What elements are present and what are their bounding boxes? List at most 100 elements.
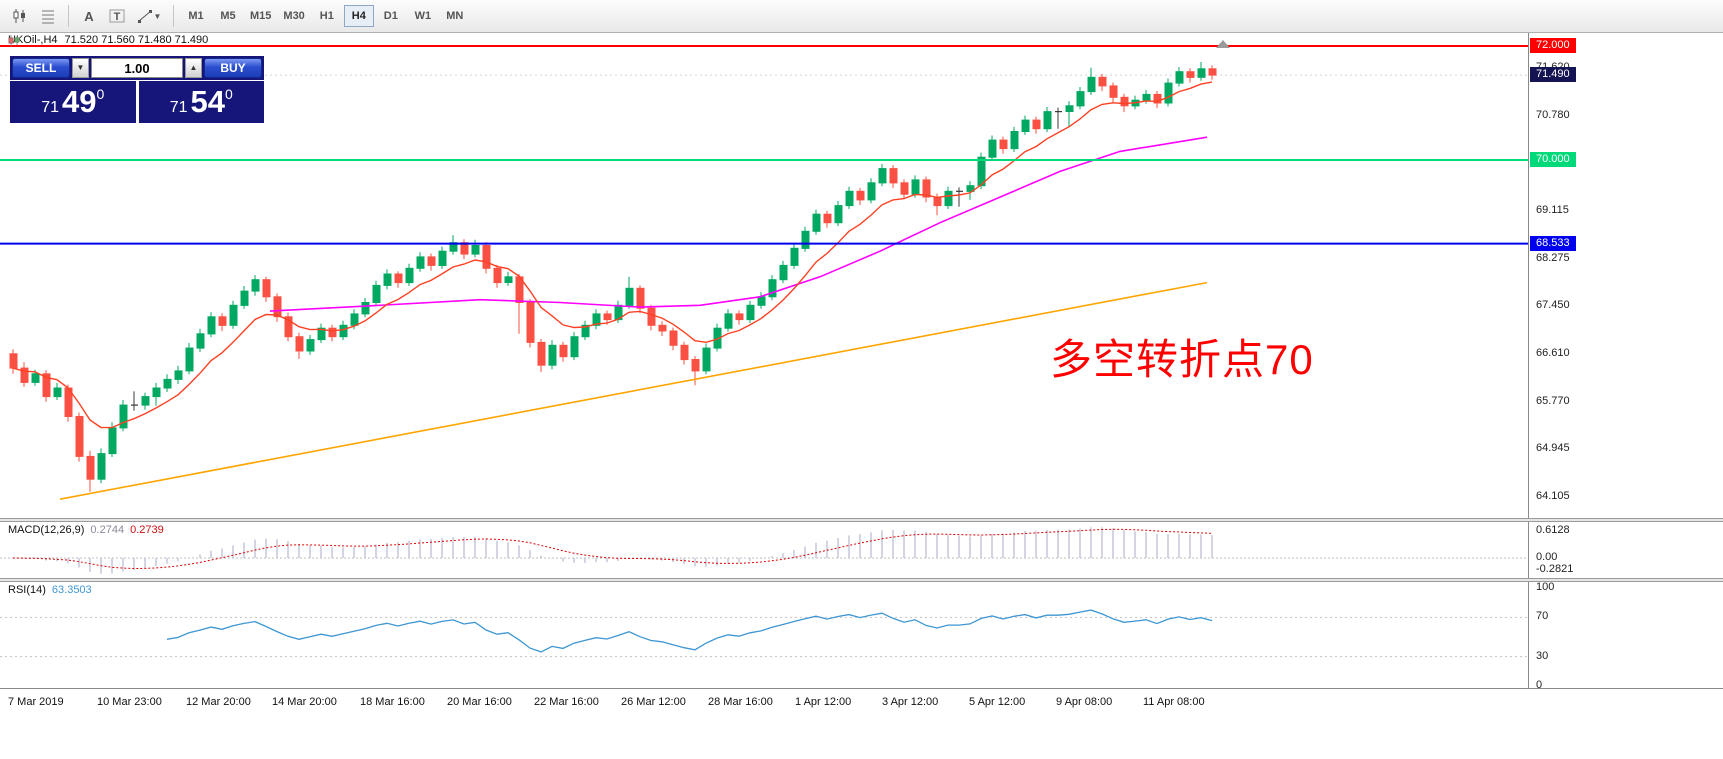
candle-body [669, 330, 678, 346]
svg-text:A: A [84, 9, 94, 24]
pane-splitter-macd[interactable] [0, 518, 1723, 522]
timeframe-h1-button[interactable]: H1 [312, 5, 342, 27]
candle-body [944, 190, 953, 207]
text-tool-button[interactable]: A [75, 4, 103, 28]
timeframe-d1-button[interactable]: D1 [376, 5, 406, 27]
macd-indicator-label: MACD(12,26,9) 0.2744 0.2739 [8, 524, 164, 536]
candle-body [504, 276, 513, 284]
candle-body [867, 182, 876, 201]
candle-body [999, 139, 1008, 150]
candle-body [361, 302, 370, 315]
buy-price-point: 0 [224, 86, 233, 102]
candle-body [427, 256, 436, 266]
level-price-badge: 72.000 [1530, 38, 1576, 53]
candle-body [801, 230, 810, 249]
candle-body [977, 156, 986, 187]
candle-body [856, 190, 865, 201]
candle-body [834, 205, 843, 224]
candle-body [295, 336, 304, 352]
price-scale[interactable]: 71.62070.78069.94569.11568.27567.45066.6… [1528, 33, 1723, 691]
candle-body [636, 287, 645, 309]
candle-body [207, 316, 216, 335]
volume-increase-button[interactable]: ▲ [185, 58, 202, 78]
price-tick-label: 70.780 [1536, 109, 1570, 121]
toolbar-separator [68, 5, 69, 27]
timeframe-m5-button[interactable]: M5 [213, 5, 243, 27]
volume-input[interactable] [91, 58, 183, 78]
chart-shift-marker[interactable] [1216, 40, 1230, 48]
sell-price-pips: 49 [62, 84, 97, 119]
rsi-pane[interactable] [0, 582, 1528, 688]
rsi-scale-label: 0 [1536, 679, 1543, 691]
timeframe-w1-button[interactable]: W1 [408, 5, 438, 27]
candle-body [724, 313, 733, 329]
price-tick-label: 69.115 [1536, 203, 1569, 216]
volume-decrease-button[interactable]: ▼ [72, 58, 89, 78]
candle-body [471, 245, 480, 255]
candle-body [537, 341, 546, 366]
candle-body [1197, 68, 1206, 78]
text-label-tool-button[interactable]: T [103, 4, 131, 28]
candle-body [9, 353, 18, 369]
candle-body [812, 213, 821, 232]
macd-scale-label: 0.6128 [1536, 524, 1570, 536]
caret-up-icon: ▲ [189, 63, 198, 72]
candle-body [625, 287, 634, 306]
timeframe-m1-button[interactable]: M1 [181, 5, 211, 27]
sell-price-display[interactable]: 71 49 0 [10, 81, 136, 123]
candle-body [922, 179, 931, 198]
trendline-tool-button[interactable]: ▼ [131, 4, 167, 28]
macd-signal-value: 0.2739 [130, 524, 164, 536]
candle-body [20, 367, 29, 383]
candle-body [1120, 96, 1129, 107]
price-tick-label: 66.610 [1536, 346, 1570, 359]
candle-body [493, 267, 502, 284]
sell-button[interactable]: SELL [12, 58, 70, 78]
timeframe-m15-button[interactable]: M15 [245, 5, 276, 27]
timeframe-mn-button[interactable]: MN [440, 5, 470, 27]
candle-body [988, 139, 997, 158]
candle-body [328, 327, 337, 338]
chart-plot-area[interactable] [0, 33, 1528, 518]
candle-body [900, 182, 909, 195]
candle-body [1186, 71, 1195, 78]
candle-body [108, 427, 117, 455]
ma-slow-line [59, 281, 1208, 500]
candle-body [768, 279, 777, 298]
candle-body [306, 339, 315, 352]
candle-body [339, 324, 348, 338]
candle-body [141, 396, 150, 406]
grid-tool-button[interactable] [34, 4, 62, 28]
price-tick-label: 68.275 [1536, 251, 1570, 264]
candle-body [735, 313, 744, 321]
timeframe-m30-button[interactable]: M30 [278, 5, 309, 27]
timeframe-h4-button[interactable]: H4 [343, 5, 374, 27]
chart-type-tool-button[interactable] [6, 4, 34, 28]
candle-body [174, 370, 183, 380]
candle-body [1098, 76, 1107, 87]
macd-pane[interactable] [0, 522, 1528, 578]
buy-button[interactable]: BUY [204, 58, 262, 78]
chart-text-annotation: 多空转折点70 [1050, 336, 1314, 383]
time-axis[interactable]: 7 Mar 2019 10 Mar 23:00 12 Mar 20:00 14 Mar… [0, 688, 1723, 717]
price-tick-label: 64.945 [1536, 441, 1570, 454]
macd-signal-line [12, 528, 1213, 570]
candle-body [229, 304, 238, 326]
sell-price-whole: 71 [41, 99, 59, 116]
candle-body [240, 290, 249, 306]
candle-body [603, 313, 612, 321]
candle-body [779, 264, 788, 281]
candle-body [1021, 119, 1030, 132]
candle-body [284, 316, 293, 338]
candle-body [548, 344, 557, 366]
candle-body [1175, 71, 1184, 84]
candle-body [1076, 91, 1085, 107]
one-click-trading-panel: SELL ▼ ▲ BUY 71 49 0 71 54 0 [10, 56, 264, 123]
pane-splitter-rsi[interactable] [0, 578, 1723, 582]
text-tool-icon: A [84, 9, 94, 24]
symbol-period-label: UKOil-,H4 [8, 34, 58, 46]
current-price-badge: 71.490 [1530, 67, 1576, 83]
buy-price-display[interactable]: 71 54 0 [138, 81, 264, 123]
time-axis-label: 7 Mar 2019 [8, 696, 64, 708]
candle-body [1043, 111, 1052, 130]
